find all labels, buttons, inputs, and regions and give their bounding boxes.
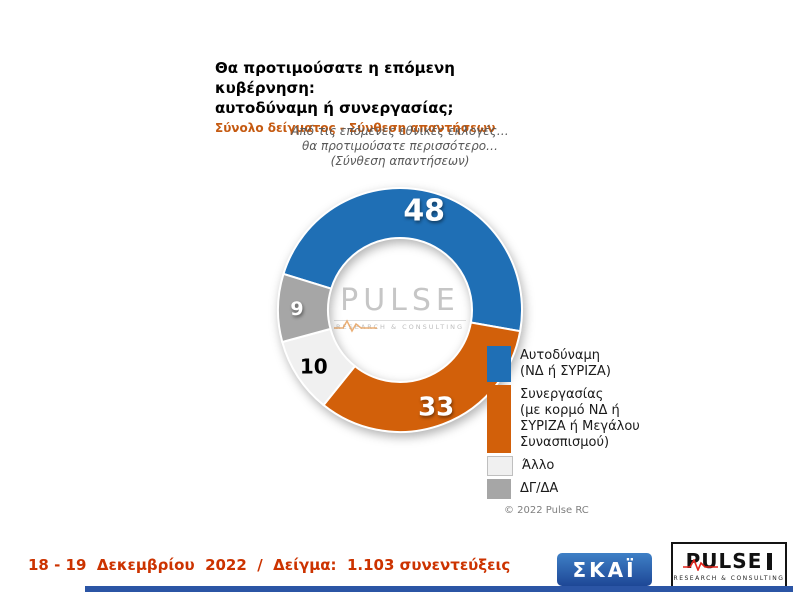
- donut-slice-3: [277, 272, 333, 344]
- legend-item-0: Αυτοδύναμη (ΝΔ ή ΣΥΡΙΖΑ): [487, 346, 677, 382]
- question-note: Από τις επόμενες εθνικές εκλογές… θα προ…: [230, 124, 570, 169]
- legend-marker: [487, 385, 511, 453]
- legend-item-3: ΔΓ/ΔΑ: [487, 479, 677, 499]
- legend-marker: [487, 346, 511, 382]
- title-block: Θα προτιμούσατε η επόμενη κυβέρνηση: αυτ…: [215, 58, 555, 135]
- question-note-line3: (Σύνθεση απαντήσεων): [330, 154, 470, 168]
- page-title-line1: Θα προτιμούσατε η επόμενη κυβέρνηση:: [215, 59, 455, 97]
- pulse-waveform-icon: [334, 319, 377, 333]
- legend-item-1: Συνεργασίας (με κορμό ΝΔ ή ΣΥΡΙΖΑ ή Μεγάλο…: [487, 385, 677, 453]
- pulse-logo-row: PULSE: [682, 549, 773, 573]
- pulse-watermark-tagline: RESEARCH & CONSULTING: [334, 320, 466, 331]
- legend-label: Άλλο: [522, 458, 555, 473]
- donut-slice-value-1: 33: [418, 393, 454, 423]
- pulse-logo-waveform-icon: [682, 559, 718, 571]
- donut-chart: 48 33 10 9: [277, 186, 523, 433]
- legend-marker: [487, 479, 511, 499]
- bottom-accent-bar: [85, 586, 793, 592]
- question-note-line2: θα προτιμούσατε περισσότερο…: [301, 139, 499, 153]
- pulse-logo-tagline: RESEARCH & CONSULTING: [673, 575, 785, 582]
- chart-legend: Αυτοδύναμη (ΝΔ ή ΣΥΡΙΖΑ) Συνεργασίας (με κο…: [487, 346, 677, 499]
- footer-date-sample: 18 - 19 Δεκεμβρίου 2022 / Δείγμα: 1.103 …: [28, 556, 511, 574]
- legend-label: Συνεργασίας (με κορμό ΝΔ ή ΣΥΡΙΖΑ ή Μεγάλο…: [520, 387, 640, 450]
- copyright-note: © 2022 Pulse RC: [504, 505, 589, 516]
- skai-logo-text: ΣΚΑΪ: [572, 557, 637, 582]
- legend-marker: [487, 456, 513, 476]
- legend-label: Αυτοδύναμη (ΝΔ ή ΣΥΡΙΖΑ): [520, 348, 611, 379]
- donut-slice-value-0: 48: [403, 193, 445, 228]
- donut-slice-value-3: 9: [290, 298, 303, 320]
- donut-slice-1: [322, 321, 522, 433]
- skai-logo: ΣΚΑΪ: [557, 553, 652, 586]
- pulse-watermark-text: PULSE: [340, 283, 460, 318]
- pulse-rc-logo: PULSE RESEARCH & CONSULTING: [671, 542, 787, 589]
- legend-label: ΔΓ/ΔΑ: [520, 481, 559, 496]
- pulse-watermark: PULSE RESEARCH & CONSULTING: [318, 283, 482, 333]
- question-note-line1: Από τις επόμενες εθνικές εκλογές…: [291, 124, 509, 138]
- donut-slice-value-2: 10: [300, 354, 328, 378]
- page-title-line2: αυτοδύναμη ή συνεργασίας;: [215, 99, 454, 117]
- page-subtitle: Σύνολο δείγματος - Σύνθεση απαντήσεων: [215, 121, 496, 135]
- pulse-logo-bar: [767, 552, 773, 570]
- donut-slice-0: [282, 186, 523, 333]
- legend-item-2: Άλλο: [487, 456, 677, 476]
